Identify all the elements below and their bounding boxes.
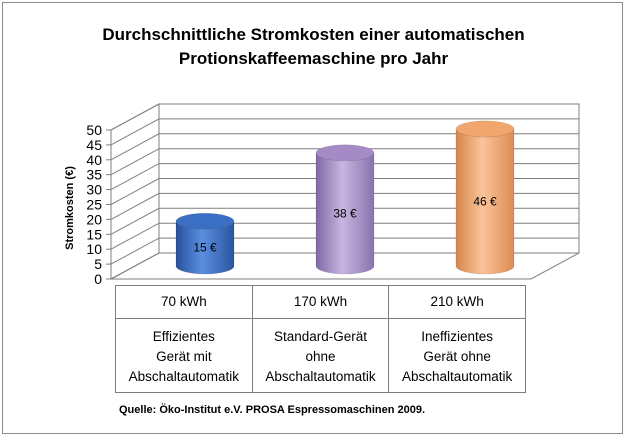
bar-top [455, 120, 515, 138]
description-line: ohne [305, 349, 336, 365]
y-tick-label: 20 [86, 211, 102, 227]
table-cell-kwh: 210 kWh [388, 284, 526, 320]
y-axis-label: Stromkosten (€) [64, 166, 76, 250]
table-cell-description: Effizientes Gerät mit Abschaltautomatik [115, 318, 253, 393]
gridline [110, 133, 579, 161]
bar [315, 144, 375, 275]
description-line: Abschaltautomatik [128, 369, 239, 385]
bar [455, 120, 515, 275]
data-label: 46 € [473, 194, 497, 208]
gridline [110, 192, 579, 220]
chart-gridlines [110, 103, 579, 280]
table-cell-kwh: 70 kWh [115, 284, 253, 320]
category-table: 70 kWh 170 kWh 210 kWh Effizientes Gerät… [115, 284, 526, 393]
y-tick-label: 5 [94, 256, 102, 272]
y-tick-label: 45 [86, 137, 102, 153]
bar [175, 213, 235, 275]
description-line: Standard-Gerät [273, 329, 368, 345]
y-tick-label: 15 [86, 226, 102, 242]
y-tick-label: 25 [86, 197, 102, 213]
gridline [110, 222, 579, 250]
gridline [110, 178, 579, 205]
description-line: Effizientes [152, 329, 215, 345]
y-tick-label: 50 [86, 122, 102, 138]
y-tick-label: 10 [86, 241, 102, 257]
source-note: Quelle: Öko-Institut e.V. PROSA Espresso… [119, 404, 426, 416]
description-line: Abschaltautomatik [402, 369, 513, 385]
description-line: Gerät mit [156, 349, 212, 365]
chart-title-line-2: Protionskaffeemaschine pro Jahr [178, 49, 449, 68]
chart-data-labels: 15 € 38 € 46 € [193, 194, 497, 254]
gridline [110, 237, 579, 265]
y-tick-label: 30 [86, 182, 102, 198]
table-row-description: Effizientes Gerät mit Abschaltautomatik … [115, 318, 526, 393]
bar-top [315, 144, 375, 162]
chart-title: Durchschnittliche Stromkosten einer auto… [3, 23, 624, 71]
description-line: Abschaltautomatik [265, 369, 376, 385]
table-cell-kwh: 170 kWh [251, 284, 390, 320]
table-row-kwh: 70 kWh 170 kWh 210 kWh [115, 284, 526, 320]
gridline [110, 103, 579, 131]
chart-frame: Durchschnittliche Stromkosten einer auto… [2, 2, 623, 434]
chart-bars [175, 120, 515, 275]
gridline [110, 252, 579, 280]
gridline [110, 118, 579, 146]
y-tick-label: 0 [94, 271, 102, 287]
table-cell-description: Ineffizientes Gerät ohne Abschaltautomat… [388, 318, 526, 393]
gridline [110, 163, 579, 191]
gridline [110, 148, 579, 176]
data-label: 15 € [193, 241, 217, 255]
data-label: 38 € [333, 206, 357, 220]
description-line: Gerät ohne [423, 349, 491, 365]
table-cell-description: Standard-Gerät ohne Abschaltautomatik [251, 318, 390, 393]
bar-top [175, 213, 235, 230]
gridline [110, 207, 579, 235]
description-line: Ineffizientes [421, 329, 494, 345]
chart-title-line-1: Durchschnittliche Stromkosten einer auto… [102, 25, 525, 44]
y-tick-label: 35 [86, 167, 102, 183]
y-tick-label: 40 [86, 152, 102, 168]
